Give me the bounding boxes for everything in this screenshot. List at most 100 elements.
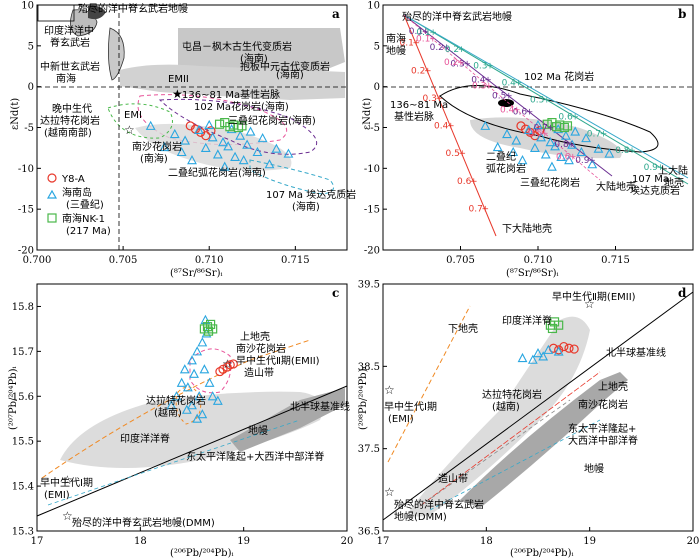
ytick-label-6: -20 (364, 246, 380, 257)
point-s0-3 (201, 131, 211, 141)
point-b-s1-14 (570, 126, 581, 136)
xtick-label-1: 0.710 (524, 255, 553, 266)
ytick-label-3: -5 (24, 123, 34, 134)
point-s1-0 (171, 391, 182, 401)
frac-2-0: 0.1 (416, 28, 430, 38)
legend-nk1-1: 南海NK-1 (62, 212, 105, 225)
point-s1-12 (238, 154, 249, 165)
point-s1-6 (192, 346, 203, 356)
label-mantle-c: 地幔 (248, 424, 268, 437)
label-dalat-d-1: 达拉特花岗岩 (482, 388, 542, 401)
legend-hainan-marker (46, 189, 58, 199)
label-nansha-c: 南沙花岗岩 (236, 342, 286, 355)
frac-mark-1-5: + (526, 108, 534, 118)
star-emii-c: ☆ (222, 357, 233, 371)
frac-mark-2-0: + (429, 28, 437, 38)
panel-d-points (517, 317, 579, 364)
field-indian-c (60, 391, 323, 468)
point-s1-21 (176, 146, 187, 157)
point-s1-18 (271, 143, 282, 153)
dmm-box (37, 4, 75, 22)
label-tunchang-2: (海南) (240, 52, 268, 65)
frac-0-5: 0.6 (457, 177, 472, 187)
frac-2-4: 0.5 (530, 96, 544, 106)
panel-c-frame (36, 283, 348, 532)
xtick-label-2: 19 (583, 536, 596, 547)
frac-3-5: 0.6 (556, 152, 571, 162)
point-s1-19 (166, 400, 177, 410)
label-dying: 殆尽的洋中脊玄武岩地幔 (78, 2, 188, 15)
label-basic-b-2: 基性岩脉 (394, 110, 434, 123)
xtick-label-2: 0.710 (195, 255, 224, 266)
label-emii-d: 早中生代Ⅱ期(EMII) (552, 290, 636, 303)
point-s1-0 (145, 120, 156, 130)
field-102-b (498, 99, 514, 107)
point-b-s0-0 (516, 121, 526, 131)
point-s1-8 (197, 337, 208, 347)
point-s1-4 (187, 355, 197, 365)
frac-mark-3-0: + (429, 35, 437, 45)
frac-mark-2-3: + (515, 79, 523, 89)
frac-mark-0-6: + (482, 204, 490, 214)
panel-c: ☆ ☆ ☆ 17 18 19 20 15.8 15.7 15.6 15.5 15.4 15.3 c… (8, 283, 353, 559)
point-s1-0 (517, 352, 528, 363)
xtick-label-1: 0.705 (109, 255, 138, 266)
point-s2-3 (547, 323, 558, 334)
label-baoban-1: 抱板中元古代变质岩 (240, 60, 330, 73)
frac-2-8: 0.9 (644, 163, 659, 173)
frac-2-7: 0.8 (615, 146, 630, 156)
label-indian-2: 脊玄武岩 (50, 36, 90, 49)
legend-y8a-marker (47, 173, 57, 183)
upper-crust-d (419, 371, 601, 507)
point-s1-16 (257, 132, 268, 143)
panel-c-ylabel: (²⁰⁷Pb/²⁰⁴Pb)ᵢ (8, 367, 19, 431)
panel-b-letter: b (678, 7, 686, 21)
mix-line-upper (403, 14, 689, 185)
xtick-label-0: 17 (377, 536, 390, 547)
point-s1-19 (283, 148, 294, 158)
ytick-label-3: -5 (370, 123, 380, 134)
frac-1-8: 0.9 (575, 156, 590, 166)
frac-1-2: 0.3 (450, 59, 464, 69)
panel-c-letter: c (332, 286, 339, 300)
label-adakite-b-1: 107 Ma (632, 174, 669, 185)
label-dying-b: 殆尽的洋中脊玄武岩地幔 (402, 10, 512, 23)
point-s1-6 (212, 149, 223, 159)
label-nansha-d: 南沙花岗岩 (578, 398, 628, 411)
ytick-label-2: 0 (28, 82, 34, 93)
ytick-label-6: -20 (18, 246, 34, 257)
field-arc-granite (135, 123, 292, 171)
point-s1-15 (252, 146, 263, 157)
mix-line-pink (403, 14, 601, 181)
star-dmm-c: ☆ (62, 509, 73, 523)
label-upper-d: 上地壳 (598, 380, 628, 393)
label-orogen-c: 造山带 (244, 366, 274, 379)
panel-a-points (145, 117, 294, 171)
ytick-label-1: 5 (374, 41, 380, 52)
point-s1-4 (200, 142, 211, 152)
point-s1-23 (204, 119, 215, 130)
panel-d-xlabel: (²⁰⁶Pb/²⁰⁴Pb)ᵢ (510, 548, 574, 559)
point-b-s1-15 (576, 146, 587, 157)
point-s1-17 (264, 159, 275, 169)
ytick-label-5: -15 (18, 205, 34, 216)
xtick-label-1: 18 (134, 536, 147, 547)
label-tri-b: 三叠纪花岗岩 (520, 176, 580, 189)
ytick-label-0: 39.5 (358, 280, 380, 291)
frac-mark-2-1: + (458, 45, 466, 55)
field-triassic-granite (158, 98, 318, 155)
point-b-s1-24 (547, 161, 557, 171)
point-b-s1-10 (556, 151, 567, 161)
field-dying-mantle (88, 5, 106, 20)
label-dmm-c: 殆尽的洋中脊玄武岩地幔(DMM) (72, 516, 215, 529)
point-s1-7 (218, 137, 228, 147)
label-baoban-2: (海南) (276, 68, 304, 81)
frac-mark-1-3: + (484, 75, 492, 85)
label-adakite-2: (海南) (292, 200, 320, 213)
frac-2-3: 0.4 (502, 79, 517, 89)
mix-line-crust (403, 14, 613, 177)
label-scs-b-2: 地幔 (386, 44, 406, 57)
star-emi-c: ☆ (62, 473, 73, 487)
panel-d: ☆ ☆ ☆ 17 18 19 20 39.5 38.5 37.5 36.5 d 早中生代Ⅱ期(… (358, 280, 700, 559)
